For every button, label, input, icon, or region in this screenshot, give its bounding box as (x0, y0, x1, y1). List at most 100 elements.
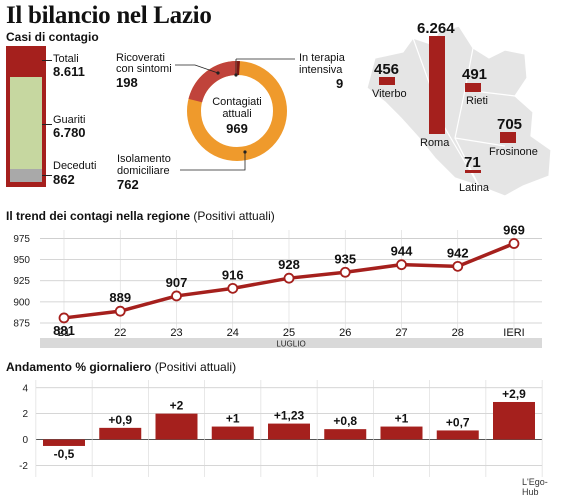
frosinone-label: Frosinone (489, 146, 538, 158)
trend-ytick-label: 925 (13, 276, 30, 287)
trend-xtick-label: 24 (227, 327, 239, 339)
daily-data-label: +1,23 (274, 409, 305, 423)
trend-data-label: 928 (278, 257, 300, 272)
page-title: Il bilancio nel Lazio (6, 2, 212, 30)
trend-data-label: 889 (109, 290, 131, 305)
roma-label: Roma (420, 137, 449, 149)
rieti-label: Rieti (466, 95, 488, 107)
trend-data-label: 907 (166, 275, 188, 290)
trend-heading-sub: (Positivi attuali) (193, 209, 274, 223)
trend-ytick-label: 875 (13, 319, 30, 330)
daily-data-label: +1 (395, 412, 409, 426)
lazio-shape (367, 26, 551, 196)
trend-point (285, 274, 294, 283)
rieti-value: 491 (462, 66, 487, 83)
trend-month-label: LUGLIO (276, 340, 305, 349)
daily-bar (268, 424, 310, 440)
viterbo-value: 456 (374, 61, 399, 78)
daily-data-label: +2 (170, 399, 184, 413)
daily-ytick-label: -2 (19, 461, 28, 472)
daily-bar (156, 414, 198, 440)
trend-data-label: 942 (447, 245, 469, 260)
trend-xtick-label: 26 (339, 327, 351, 339)
terapia-label-2: intensiva (299, 64, 342, 76)
trend-heading-main: Il trend dei contagi nella regione (6, 209, 190, 223)
trend-xtick-label: 28 (452, 327, 464, 339)
daily-heading-sub: (Positivi attuali) (155, 360, 236, 374)
isolamento-value: 762 (117, 177, 139, 192)
ricoverati-value: 198 (116, 75, 138, 90)
deceduti-segment (10, 169, 42, 182)
connector (42, 60, 52, 61)
trend-point (228, 284, 237, 293)
trend-data-label: 944 (391, 244, 413, 259)
deceduti-label: Deceduti (53, 160, 96, 172)
roma-bar (429, 36, 445, 134)
daily-bar (43, 439, 85, 445)
cases-heading: Casi di contagio (6, 30, 99, 44)
daily-bar (324, 429, 366, 439)
trend-point (116, 307, 125, 316)
trend-ytick-label: 950 (13, 255, 30, 266)
trend-ytick-label: 975 (13, 234, 30, 245)
totali-value: 8.611 (53, 64, 85, 79)
credit: L'Ego-Hub (522, 477, 564, 497)
rieti-bar (465, 83, 481, 92)
trend-data-label: 916 (222, 267, 244, 282)
daily-data-label: +0,8 (333, 414, 357, 428)
daily-chart: 4 2 0 -2 -0,5 +0,9 +2 +1 +1,23 +0,8 +1 +0,7 +2,9 (0, 374, 564, 494)
isolamento-label-1: Isolamento (117, 153, 171, 165)
lazio-map (355, 18, 560, 198)
viterbo-label: Viterbo (372, 88, 407, 100)
trend-xtick-label: 27 (395, 327, 407, 339)
daily-heading: Andamento % giornaliero (Positivi attual… (6, 360, 236, 374)
daily-ytick-label: 0 (22, 435, 28, 446)
trend-xtick-label: 25 (283, 327, 295, 339)
trend-data-label: 881 (53, 323, 75, 338)
daily-heading-main: Andamento % giornaliero (6, 360, 151, 374)
frosinone-value: 705 (497, 116, 522, 133)
trend-xtick-label: 23 (170, 327, 182, 339)
latina-value: 71 (464, 154, 481, 171)
trend-point (453, 262, 462, 271)
guariti-segment (10, 77, 42, 169)
deceduti-value: 862 (53, 172, 75, 187)
trend-data-label: 935 (334, 251, 356, 266)
trend-point (172, 291, 181, 300)
daily-data-label: +0,7 (446, 415, 470, 429)
daily-bar (381, 427, 423, 440)
daily-bar (212, 427, 254, 440)
donut-callouts (170, 55, 310, 180)
daily-bar (437, 430, 479, 439)
daily-data-label: +2,9 (502, 387, 526, 401)
trend-data-label: 969 (503, 223, 525, 238)
connector (42, 175, 52, 176)
daily-ytick-label: 2 (22, 409, 28, 420)
viterbo-bar (379, 77, 395, 85)
terapia-label-1: In terapia (299, 52, 345, 64)
frosinone-bar (500, 132, 516, 143)
latina-label: Latina (459, 182, 489, 194)
trend-point (397, 260, 406, 269)
daily-data-label: +0,9 (108, 413, 132, 427)
trend-xtick-label: 22 (114, 327, 126, 339)
daily-data-label: -0,5 (54, 447, 75, 461)
guariti-value: 6.780 (53, 125, 86, 140)
daily-data-label: +1 (226, 412, 240, 426)
trend-ytick-label: 900 (13, 297, 30, 308)
trend-xtick-label: IERI (503, 327, 524, 339)
trend-point (60, 313, 69, 322)
trend-point (341, 268, 350, 277)
ricoverati-label-2: con sintomi (116, 63, 172, 75)
trend-heading: Il trend dei contagi nella regione (Posi… (6, 209, 275, 223)
roma-value: 6.264 (417, 20, 455, 37)
daily-bar (99, 428, 141, 440)
isolamento-label-2: domiciliare (117, 165, 170, 177)
daily-ytick-label: 4 (22, 383, 28, 394)
cases-stacked-bar (6, 46, 46, 187)
daily-bar (493, 402, 535, 440)
connector (42, 124, 52, 125)
trend-point (510, 239, 519, 248)
terapia-value: 9 (336, 76, 343, 91)
